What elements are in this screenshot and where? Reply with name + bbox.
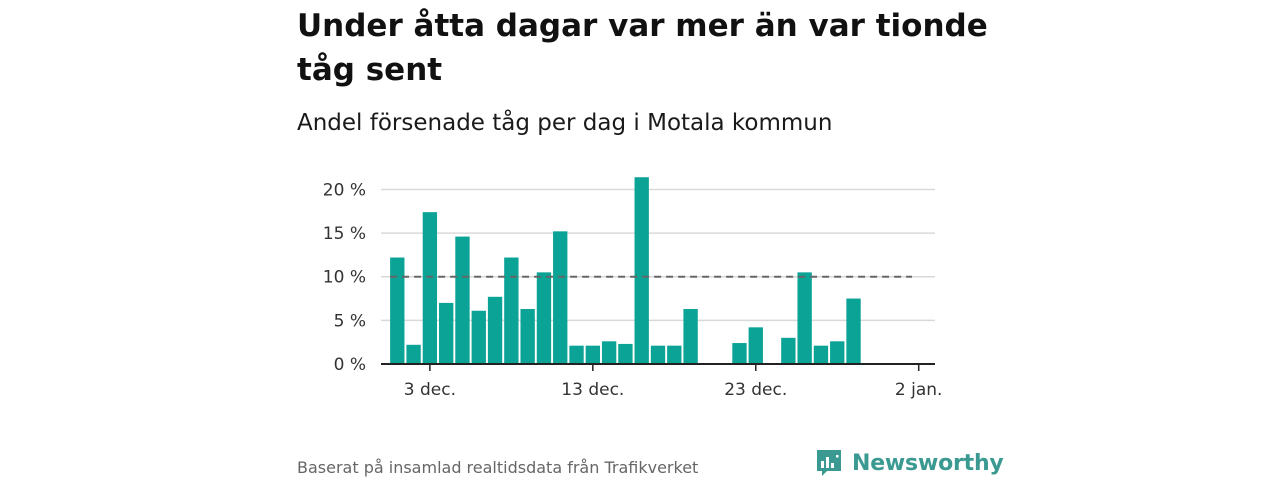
- bar: [455, 236, 470, 364]
- bar: [732, 343, 747, 364]
- bar: [536, 272, 552, 364]
- bars: [390, 177, 861, 364]
- brand-logo: Newsworthy: [815, 447, 1004, 479]
- bar: [846, 298, 861, 364]
- bar: [797, 272, 812, 364]
- bar: [830, 341, 845, 364]
- bar: [650, 345, 666, 364]
- bar-chart: 0 % 5 % 10 % 15 % 20 % 3 dec. 13 dec. 23 dec. 2…: [323, 177, 943, 400]
- y-axis-labels: 0 % 5 % 10 % 15 % 20 %: [323, 180, 366, 375]
- source-note: Baserat på insamlad realtidsdata från Tr…: [297, 458, 699, 477]
- y-tick-label: 20 %: [323, 180, 366, 200]
- x-tick-label: 23 dec.: [724, 380, 787, 400]
- bar: [520, 309, 535, 364]
- bar: [601, 341, 617, 364]
- y-tick-label: 15 %: [323, 224, 366, 244]
- y-tick-label: 10 %: [323, 268, 366, 288]
- newsworthy-logo-icon: [817, 450, 841, 476]
- bar: [667, 345, 682, 364]
- y-tick-label: 0 %: [334, 355, 366, 375]
- bar: [748, 327, 763, 364]
- x-tick-label: 2 jan.: [895, 380, 943, 400]
- x-tick-label: 3 dec.: [404, 380, 456, 400]
- chart-title: Under åtta dagar var mer än var tionde t…: [297, 8, 988, 88]
- bar: [439, 302, 454, 364]
- bar: [781, 337, 796, 364]
- brand-name: Newsworthy: [852, 450, 1004, 476]
- bar: [569, 345, 584, 364]
- bar: [422, 212, 438, 364]
- bar: [618, 343, 633, 364]
- bar: [553, 231, 568, 364]
- x-tick-label: 13 dec.: [561, 380, 624, 400]
- bar: [406, 344, 421, 364]
- bar: [487, 296, 503, 364]
- bar: [471, 310, 486, 364]
- x-axis: [381, 363, 935, 371]
- x-axis-labels: 3 dec. 13 dec. 23 dec. 2 jan.: [404, 380, 943, 400]
- bar: [585, 345, 600, 364]
- y-tick-label: 5 %: [334, 311, 366, 331]
- bar: [390, 257, 405, 364]
- chart-subtitle: Andel försenade tåg per dag i Motala kom…: [297, 110, 833, 136]
- bar: [504, 257, 519, 364]
- bar: [813, 345, 829, 364]
- bar: [634, 177, 649, 364]
- bar: [683, 309, 698, 364]
